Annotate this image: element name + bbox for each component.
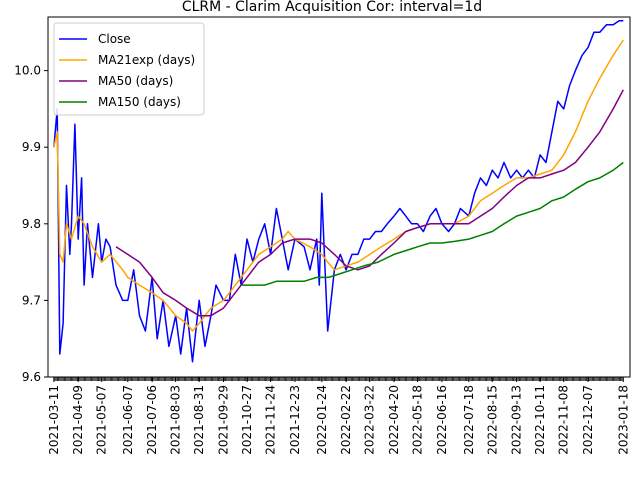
x-tick-label: 2021-09-29	[217, 385, 231, 455]
x-tick-label: 2021-10-27	[240, 385, 254, 455]
x-tick-label: 2021-08-31	[192, 385, 206, 455]
x-tick-label: 2021-04-09	[71, 385, 85, 455]
x-tick-label: 2022-02-22	[339, 385, 353, 455]
y-tick-label: 9.7	[22, 293, 41, 307]
x-tick-label: 2022-10-11	[533, 385, 547, 455]
legend: Close MA21exp (days) MA50 (days) MA150 (day…	[53, 22, 205, 116]
x-tick-label: 2022-09-13	[510, 385, 524, 455]
series-line-ma21exp-days	[53, 39, 624, 332]
x-tick-label: 2022-04-20	[387, 385, 401, 455]
x-tick-label: 2022-08-15	[485, 385, 499, 455]
x-tick-label: 2021-11-24	[264, 385, 278, 455]
y-tick-label: 9.8	[22, 217, 41, 231]
series-line-ma50-days	[115, 89, 624, 317]
x-tick-label: 2021-08-03	[169, 385, 183, 455]
y-tick-label: 9.6	[22, 370, 41, 384]
data-layer	[53, 20, 624, 363]
y-axis: 9.6 9.7 9.8 9.9 10.0	[14, 64, 48, 384]
x-tick-label: 2022-11-08	[557, 385, 571, 455]
x-tick-label: 2021-03-11	[47, 385, 61, 455]
x-tick-label: 2021-12-23	[288, 385, 302, 455]
x-tick-label: 2021-06-07	[121, 385, 135, 455]
legend-label: MA21exp (days)	[98, 53, 195, 67]
series-line-close	[53, 20, 624, 363]
legend-box	[53, 22, 205, 116]
x-tick-label: 2022-03-22	[363, 385, 377, 455]
series-line-ma150-days	[241, 161, 624, 286]
x-tick-label: 2022-05-18	[411, 385, 425, 455]
legend-label: MA150 (days)	[98, 95, 181, 109]
x-tick-label: 2022-12-07	[581, 385, 595, 455]
x-tick-label: 2022-06-16	[435, 385, 449, 455]
plot-frame	[47, 16, 631, 378]
x-tick-label: 2022-01-24	[315, 385, 329, 455]
y-tick-label: 9.9	[22, 140, 41, 154]
x-axis: 2021-03-11 2021-04-09 2021-05-07 2021-06-07…	[47, 377, 630, 455]
chart-title: CLRM - Clarim Acquisition Cor: interval=…	[182, 0, 482, 15]
x-tick-label: 2021-05-07	[95, 385, 109, 455]
legend-label: Close	[98, 32, 131, 46]
x-tick-label: 2023-01-18	[616, 385, 630, 455]
x-tick-label: 2021-07-06	[145, 385, 159, 455]
y-tick-label: 10.0	[14, 64, 41, 78]
legend-label: MA50 (days)	[98, 74, 173, 88]
x-tick-label: 2022-07-18	[462, 385, 476, 455]
